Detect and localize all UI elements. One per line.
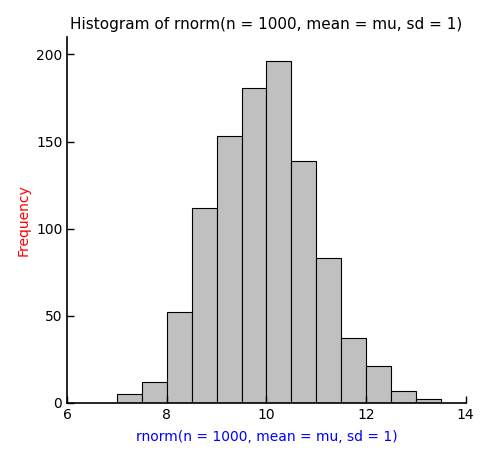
Title: Histogram of rnorm(n = 1000, mean = mu, sd = 1): Histogram of rnorm(n = 1000, mean = mu, … xyxy=(70,17,463,31)
Bar xyxy=(167,312,192,403)
Bar xyxy=(316,258,341,403)
Bar xyxy=(341,338,366,403)
Bar xyxy=(117,394,142,403)
Bar xyxy=(416,399,441,403)
Bar xyxy=(266,62,291,403)
Bar xyxy=(366,366,391,403)
Bar xyxy=(291,161,316,403)
Bar xyxy=(391,391,416,403)
Bar xyxy=(241,88,266,403)
Bar xyxy=(216,136,241,403)
Bar xyxy=(142,382,167,403)
Bar xyxy=(192,208,216,403)
Y-axis label: Frequency: Frequency xyxy=(16,184,30,256)
X-axis label: rnorm(n = 1000, mean = mu, sd = 1): rnorm(n = 1000, mean = mu, sd = 1) xyxy=(135,430,397,444)
